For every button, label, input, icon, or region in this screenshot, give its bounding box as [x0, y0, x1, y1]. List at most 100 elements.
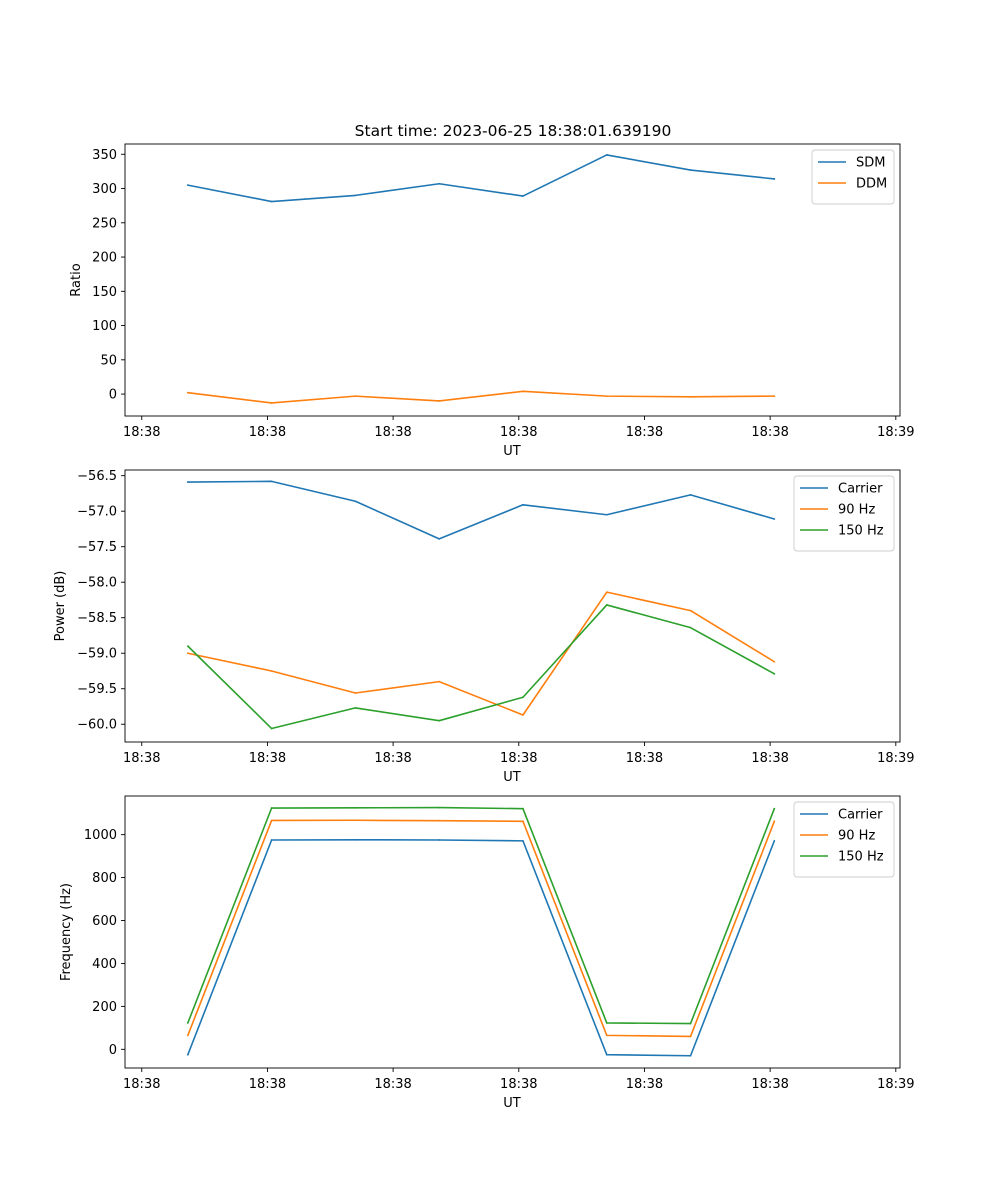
data-point-3-3-1 [186, 1022, 189, 1024]
legend-label-2-3: 150 Hz [838, 524, 884, 539]
legend-label-2-2: 90 Hz [838, 503, 875, 518]
y-tick-label-2-8: −56.5 [77, 469, 117, 484]
chart-panel-2: 18:38 18:38 18:38 18:38 18:38 18:38 18:39 −60.0… [53, 469, 915, 785]
x-tick-label-3-2: 18:38 [249, 1077, 286, 1092]
data-point-2-1-1 [186, 481, 189, 483]
x-tick-label-2-7: 18:39 [877, 751, 914, 766]
x-tick-label-2-3: 18:38 [374, 751, 411, 766]
data-point-1-1-4 [438, 182, 441, 185]
data-point-2-2-3 [354, 692, 357, 694]
series-line-3-3 [187, 806, 776, 1025]
data-point-3-1-7 [689, 1054, 692, 1057]
x-tick-label-1-1: 18:38 [123, 425, 160, 440]
x-tick-label-3-4: 18:38 [500, 1077, 537, 1092]
y-tick-label-2-4: −58.5 [77, 611, 117, 626]
x-tick-label-1-5: 18:38 [626, 425, 663, 440]
data-point-3-2-4 [438, 819, 441, 822]
data-point-1-1-8 [773, 178, 776, 180]
x-axis-label-1: UT [503, 444, 521, 459]
y-tick-label-1-1: 0 [109, 388, 117, 403]
data-point-1-2-3 [354, 395, 357, 398]
y-tick-label-1-8: 350 [92, 148, 117, 163]
data-point-2-2-6 [605, 591, 608, 594]
legend-2: Carrier 90 Hz 150 Hz [793, 475, 895, 552]
data-point-3-3-3 [354, 806, 357, 809]
y-tick-label-3-2: 200 [92, 1000, 117, 1015]
legend-3: Carrier 90 Hz 150 Hz [793, 801, 895, 878]
data-point-2-1-7 [689, 493, 692, 496]
data-point-2-3-5 [522, 696, 524, 699]
data-point-2-3-8 [773, 672, 776, 675]
legend-box-3 [793, 801, 895, 878]
series-line-3-1 [187, 838, 776, 1057]
axes-frame-1 [124, 143, 901, 417]
series-line-1-2 [187, 390, 775, 404]
data-point-3-2-7 [689, 1035, 692, 1038]
data-point-3-2-6 [605, 1034, 608, 1037]
data-point-3-1-4 [438, 839, 441, 841]
data-point-2-2-5 [522, 714, 524, 716]
data-point-2-1-5 [522, 503, 524, 506]
y-tick-label-2-5: −58.0 [77, 576, 117, 591]
legend-label-3-2: 90 Hz [838, 829, 875, 844]
data-point-2-2-4 [438, 680, 441, 683]
chart-panel-3: 18:38 18:38 18:38 18:38 18:38 18:38 18:39 0 200 4… [59, 795, 915, 1111]
y-tick-label-1-5: 200 [92, 251, 117, 266]
y-tick-label-3-5: 800 [92, 871, 117, 886]
x-tick-label-3-7: 18:39 [877, 1077, 914, 1092]
data-point-3-1-6 [605, 1053, 608, 1056]
data-point-3-1-8 [773, 839, 776, 842]
data-point-1-2-8 [773, 395, 776, 398]
data-point-2-1-6 [605, 513, 608, 516]
series-line-3-2 [187, 819, 776, 1038]
data-point-1-1-7 [689, 169, 692, 171]
data-point-2-3-4 [438, 719, 441, 722]
legend-1: SDM DDM [811, 149, 895, 205]
y-tick-label-1-6: 250 [92, 216, 117, 231]
series-line-2-1 [187, 480, 775, 540]
axes-frame-2 [124, 469, 901, 743]
legend-label-1-2: DDM [856, 177, 887, 192]
chart-panel-1: 18:38 18:38 18:38 18:38 18:38 18:38 18:39 0 50 10… [69, 143, 915, 459]
data-point-1-2-2 [270, 402, 273, 404]
data-point-1-1-1 [186, 184, 189, 187]
data-point-2-3-7 [689, 626, 692, 629]
data-point-2-1-8 [773, 518, 776, 520]
data-point-2-2-8 [773, 660, 776, 663]
data-point-3-3-5 [522, 807, 524, 810]
data-point-3-3-8 [773, 807, 776, 810]
y-tick-label-3-4: 600 [92, 914, 117, 929]
data-point-2-3-1 [186, 645, 189, 648]
y-tick-label-2-2: −59.5 [77, 682, 117, 697]
y-tick-label-3-6: 1000 [84, 828, 117, 843]
data-point-3-1-2 [270, 839, 273, 841]
legend-box-2 [793, 475, 895, 552]
data-point-3-3-7 [689, 1022, 692, 1025]
x-tick-label-2-1: 18:38 [123, 751, 160, 766]
y-tick-label-2-3: −59.0 [77, 647, 117, 662]
series-line-1-1 [187, 154, 775, 203]
data-point-3-2-3 [354, 819, 357, 822]
y-tick-label-1-3: 100 [92, 319, 117, 334]
y-tick-label-3-1: 0 [109, 1043, 117, 1058]
data-point-2-2-1 [186, 652, 189, 655]
x-tick-label-2-6: 18:38 [751, 751, 788, 766]
data-point-2-1-2 [270, 480, 273, 483]
data-point-2-1-4 [438, 537, 441, 540]
legend-label-2-1: Carrier [838, 482, 883, 497]
axes-frame-3 [124, 795, 901, 1069]
series-line-2-2 [187, 591, 775, 716]
y-axis-label-1: Ratio [69, 263, 84, 296]
y-tick-label-1-7: 300 [92, 182, 117, 197]
data-point-3-3-6 [605, 1022, 608, 1024]
data-point-3-1-3 [354, 838, 357, 841]
y-tick-label-2-1: −60.0 [77, 718, 117, 733]
x-tick-label-1-6: 18:38 [751, 425, 788, 440]
y-tick-label-1-4: 150 [92, 285, 117, 300]
data-point-1-1-3 [354, 194, 357, 197]
legend-label-3-1: Carrier [838, 808, 883, 823]
data-point-1-1-6 [605, 154, 608, 156]
data-point-3-1-1 [186, 1053, 189, 1056]
y-tick-label-1-2: 50 [100, 353, 117, 368]
